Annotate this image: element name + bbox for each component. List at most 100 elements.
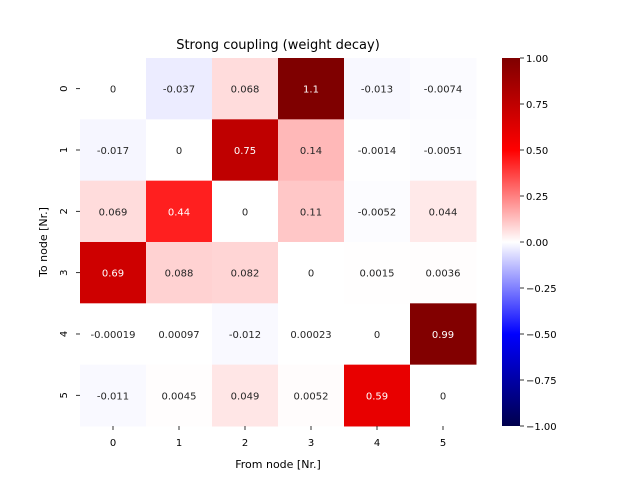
colorbar <box>502 58 520 426</box>
y-tick-label: 5 <box>59 392 70 398</box>
y-tick-label: 2 <box>59 208 70 214</box>
cell-label: -0.011 <box>97 391 129 402</box>
y-tick-label: 1 <box>59 147 70 153</box>
cell-label: 0.049 <box>231 391 260 402</box>
heatmap-cell <box>146 180 213 243</box>
colorbar-tick-label: −0.50 <box>526 330 557 341</box>
cell-label: 1.1 <box>303 85 319 96</box>
y-tick-label: 3 <box>59 269 70 275</box>
cell-label: 0.75 <box>234 146 256 157</box>
heatmap-cell <box>278 241 345 304</box>
cell-label: 0.0045 <box>162 391 197 402</box>
heatmap-cell <box>278 119 345 182</box>
heatmap-cell <box>410 58 477 120</box>
heatmap-cell <box>80 241 147 304</box>
heatmap-cell <box>146 119 213 182</box>
cell-label: 0.11 <box>300 207 322 218</box>
cell-label: -0.037 <box>163 85 195 96</box>
cell-label: -0.012 <box>229 330 261 341</box>
heatmap-cell <box>278 303 345 366</box>
heatmap-cell <box>278 364 345 427</box>
heatmap-cell <box>344 364 411 427</box>
cell-label: 0.00097 <box>158 330 199 341</box>
cell-label: -0.0014 <box>358 146 397 157</box>
cell-label: 0 <box>440 391 446 402</box>
heatmap-cell <box>212 241 279 304</box>
heatmap-cell <box>344 241 411 304</box>
heatmap-cell <box>212 303 279 366</box>
heatmap-cell <box>146 364 213 427</box>
x-tick-label: 2 <box>242 438 248 449</box>
x-tick-label: 4 <box>374 438 380 449</box>
chart-title: Strong coupling (weight decay) <box>176 38 380 53</box>
y-tick-label: 4 <box>59 331 70 337</box>
cell-label: 0.0052 <box>294 391 329 402</box>
heatmap-cell <box>278 180 345 243</box>
cell-label: 0.088 <box>165 269 194 280</box>
heatmap-cell <box>344 303 411 366</box>
x-tick-label: 1 <box>176 438 182 449</box>
cell-label: -0.0052 <box>358 207 397 218</box>
heatmap-cell <box>212 119 279 182</box>
colorbar-tick-label: −1.00 <box>526 422 557 433</box>
colorbar-tick-label: 0.50 <box>526 146 548 157</box>
cell-label: 0.99 <box>432 330 454 341</box>
heatmap-cell <box>212 180 279 243</box>
cell-label: 0 <box>374 330 380 341</box>
heatmap-cell <box>146 58 213 120</box>
colorbar-tick-label: 0.25 <box>526 192 548 203</box>
heatmap-cell <box>80 364 147 427</box>
cell-label: 0.0015 <box>360 269 395 280</box>
cell-label: -0.013 <box>361 85 393 96</box>
cell-label: -0.00019 <box>91 330 136 341</box>
cell-label: 0.59 <box>366 391 388 402</box>
cell-label: 0.44 <box>168 207 190 218</box>
cell-label: 0.0036 <box>426 269 461 280</box>
y-tick-label: 0 <box>59 85 70 91</box>
heatmap-cell <box>80 119 147 182</box>
cell-label: 0 <box>110 85 116 96</box>
heatmap-cell <box>344 58 411 120</box>
heatmap-cell <box>212 58 279 120</box>
cell-label: 0.14 <box>300 146 322 157</box>
heatmap-cell <box>80 180 147 243</box>
cell-label: 0.044 <box>429 207 458 218</box>
x-axis-label: From node [Nr.] <box>235 458 321 471</box>
cell-label: 0.068 <box>231 85 260 96</box>
heatmap-cell <box>146 303 213 366</box>
heatmap-cell <box>80 303 147 366</box>
cell-label: -0.0074 <box>424 85 463 96</box>
cell-label: 0.069 <box>99 207 128 218</box>
heatmap-cell <box>212 364 279 427</box>
heatmap-cell <box>146 241 213 304</box>
colorbar-tick-label: −0.25 <box>526 284 557 295</box>
heatmap-cell <box>410 180 477 243</box>
colorbar-ticks: 1.00 0.75 0.50 0.25 0.00 −0.25 −0.50 −0.75 −1.00 <box>520 54 557 433</box>
x-axis-ticks: 0 1 2 3 4 5 <box>110 425 446 449</box>
heatmap-cell <box>80 58 147 120</box>
heatmap-cell <box>344 180 411 243</box>
heatmap-cell <box>344 119 411 182</box>
y-axis-label: To node [Nr.] <box>37 207 50 278</box>
heatmap-cell <box>410 119 477 182</box>
cell-label: 0.69 <box>102 269 124 280</box>
colorbar-tick-label: 0.75 <box>526 100 548 111</box>
cell-label: -0.017 <box>97 146 129 157</box>
cell-label: 0 <box>308 269 314 280</box>
heatmap-cell <box>278 58 345 120</box>
colorbar-tick-label: 0.00 <box>526 238 548 249</box>
cell-label: -0.0051 <box>424 146 463 157</box>
cell-label: 0 <box>176 146 182 157</box>
heatmap-cell <box>410 241 477 304</box>
heatmap-cell <box>410 303 477 366</box>
colorbar-tick-label: 1.00 <box>526 54 548 65</box>
x-tick-label: 3 <box>308 438 314 449</box>
x-tick-label: 0 <box>110 438 116 449</box>
x-tick-label: 5 <box>440 438 446 449</box>
cell-label: 0.082 <box>231 269 260 280</box>
y-axis-ticks: 0 1 2 3 4 5 <box>59 85 80 399</box>
cell-label: 0.00023 <box>290 330 331 341</box>
colorbar-tick-label: −0.75 <box>526 376 557 387</box>
heatmap-cells: 0 -0.037 0.068 1.1 -0.013 -0.0074 -0.017 0 0.75 0… <box>80 58 477 427</box>
